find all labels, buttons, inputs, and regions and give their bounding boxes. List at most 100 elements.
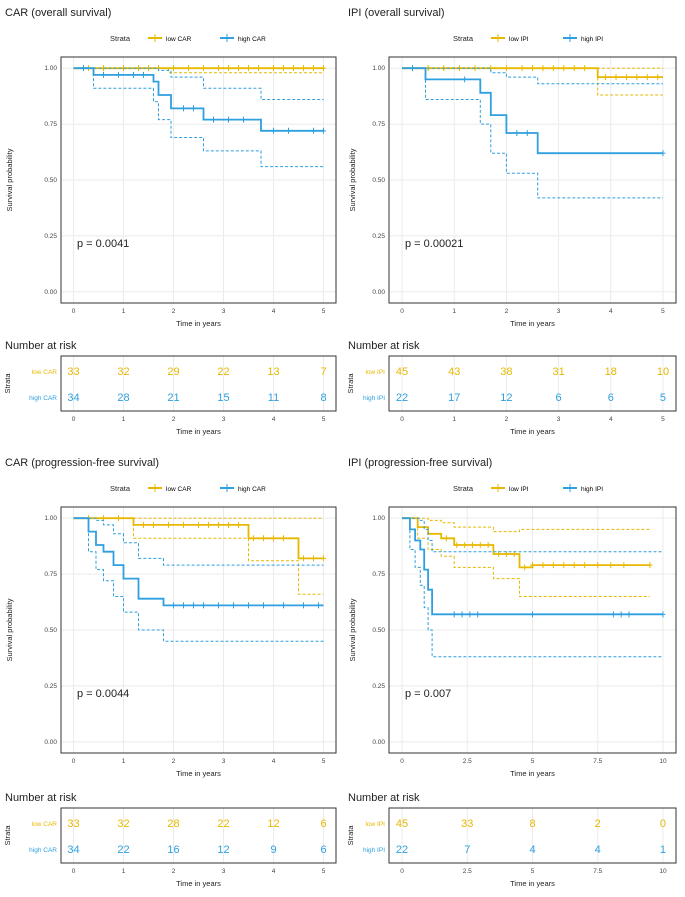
y-tick-label: 0.50 (44, 627, 57, 634)
risk-count: 9 (270, 844, 276, 856)
y-tick-label: 1.00 (372, 65, 385, 72)
risk-count: 21 (167, 392, 179, 404)
p-value: p = 0.00021 (405, 238, 463, 250)
risk-count: 6 (320, 844, 326, 856)
x-tick-label: 5 (322, 308, 326, 315)
risk-row-label: high IPI (363, 847, 385, 854)
x-tick-label: 2.5 (463, 758, 472, 765)
y-tick-label: 0.00 (44, 289, 57, 296)
risk-table-title: Number at risk (5, 340, 77, 352)
y-tick-label: 0.50 (372, 177, 385, 184)
risk-x-tick-label: 2 (172, 868, 176, 875)
risk-x-tick-label: 5 (661, 416, 665, 423)
risk-x-axis-label: Time in years (510, 427, 555, 436)
risk-row-label: high IPI (363, 395, 385, 402)
ci-lower-line (73, 517, 324, 595)
y-tick-label: 0.75 (372, 121, 385, 128)
legend-label: low CAR (166, 486, 192, 493)
legend-title: Strata (453, 484, 474, 493)
y-tick-label: 0.50 (44, 177, 57, 184)
chart-title: IPI (overall survival) (348, 7, 445, 19)
risk-count: 28 (167, 818, 179, 830)
x-axis-label: Time in years (176, 319, 221, 328)
risk-count: 8 (529, 818, 535, 830)
risk-count: 31 (552, 366, 564, 378)
risk-count: 15 (217, 392, 229, 404)
risk-table-border (60, 807, 337, 864)
risk-x-axis-label: Time in years (510, 879, 555, 888)
risk-count: 12 (217, 844, 229, 856)
y-tick-label: 0.25 (44, 683, 57, 690)
risk-table-title: Number at risk (348, 340, 420, 352)
risk-count: 32 (117, 366, 129, 378)
risk-x-tick-label: 3 (222, 868, 226, 875)
x-tick-label: 5 (531, 758, 535, 765)
chart-title: CAR (overall survival) (5, 7, 111, 19)
risk-x-tick-label: 4 (272, 868, 276, 875)
x-tick-label: 1 (452, 308, 456, 315)
risk-x-tick-label: 10 (659, 868, 667, 875)
risk-x-tick-label: 2.5 (463, 868, 472, 875)
y-tick-label: 0.25 (372, 233, 385, 240)
risk-count: 4 (595, 844, 601, 856)
x-tick-label: 2 (172, 758, 176, 765)
ci-upper-line (73, 67, 324, 100)
x-tick-label: 7.5 (593, 758, 602, 765)
risk-table-border (388, 807, 677, 864)
risk-count: 2 (595, 818, 601, 830)
risk-count: 22 (117, 844, 129, 856)
y-tick-label: 0.00 (44, 739, 57, 746)
risk-x-tick-label: 1 (122, 868, 126, 875)
risk-row-label: low CAR (32, 369, 58, 376)
ci-upper-line (402, 517, 650, 533)
x-axis-label: Time in years (176, 769, 221, 778)
y-tick-label: 1.00 (44, 515, 57, 522)
y-axis-label: Survival probability (348, 148, 357, 211)
risk-count: 32 (117, 818, 129, 830)
y-tick-label: 0.75 (372, 571, 385, 578)
ci-upper-line (402, 67, 663, 85)
risk-row-label: low CAR (32, 821, 58, 828)
risk-x-tick-label: 1 (452, 416, 456, 423)
plot-border (388, 506, 677, 754)
risk-x-tick-label: 0 (400, 416, 404, 423)
risk-table-frame (388, 355, 677, 412)
risk-count: 45 (396, 818, 408, 830)
p-value: p = 0.0041 (77, 238, 129, 250)
x-axis-label: Time in years (510, 769, 555, 778)
risk-x-tick-label: 3 (557, 416, 561, 423)
risk-table-title: Number at risk (348, 792, 420, 804)
risk-row-label: low IPI (365, 821, 385, 828)
risk-count: 33 (67, 818, 79, 830)
x-tick-label: 3 (222, 758, 226, 765)
risk-count: 38 (500, 366, 512, 378)
risk-count: 22 (217, 366, 229, 378)
x-tick-label: 2 (172, 308, 176, 315)
ci-lower-line (73, 67, 324, 168)
risk-count: 10 (657, 366, 669, 378)
y-tick-label: 0.75 (44, 121, 57, 128)
survival-curve (402, 67, 663, 78)
ci-lower-line (73, 517, 324, 642)
risk-count: 43 (448, 366, 460, 378)
risk-x-tick-label: 2 (505, 416, 509, 423)
risk-x-tick-label: 4 (609, 416, 613, 423)
ci-lower-line (402, 517, 650, 597)
x-tick-label: 3 (557, 308, 561, 315)
risk-strata-axis-label: Strata (3, 373, 12, 394)
risk-count: 8 (320, 392, 326, 404)
chart-title: IPI (progression-free survival) (348, 457, 492, 469)
chart-title: CAR (progression-free survival) (5, 457, 159, 469)
ci-upper-line (73, 517, 324, 566)
risk-x-tick-label: 3 (222, 416, 226, 423)
y-tick-label: 0.25 (372, 683, 385, 690)
risk-count: 34 (67, 392, 79, 404)
y-tick-label: 0.75 (44, 571, 57, 578)
ci-upper-line (402, 517, 663, 553)
risk-x-tick-label: 0 (72, 416, 76, 423)
y-axis-label: Survival probability (5, 598, 14, 661)
risk-strata-axis-label: Strata (346, 373, 355, 394)
risk-x-tick-label: 4 (272, 416, 276, 423)
risk-x-tick-label: 7.5 (593, 868, 602, 875)
